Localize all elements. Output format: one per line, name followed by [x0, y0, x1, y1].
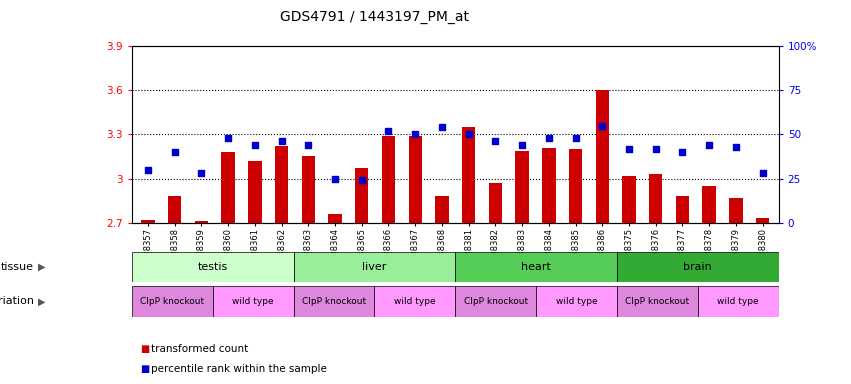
Bar: [213, 286, 294, 317]
Bar: [568, 149, 582, 223]
Text: brain: brain: [683, 262, 712, 272]
Bar: [301, 157, 315, 223]
Text: ClpP knockout: ClpP knockout: [625, 297, 689, 306]
Point: [141, 167, 155, 173]
Point: [435, 124, 448, 131]
Point: [649, 146, 663, 152]
Bar: [622, 175, 636, 223]
Bar: [382, 136, 395, 223]
Point: [408, 131, 422, 137]
Text: tissue: tissue: [1, 262, 34, 272]
Bar: [702, 186, 716, 223]
Point: [568, 135, 582, 141]
Text: wild type: wild type: [556, 297, 597, 306]
Bar: [248, 161, 261, 223]
Text: wild type: wild type: [394, 297, 436, 306]
Bar: [408, 136, 422, 223]
Bar: [617, 252, 779, 282]
Text: ■: ■: [140, 364, 150, 374]
Bar: [275, 146, 288, 223]
Bar: [221, 152, 235, 223]
Point: [381, 128, 395, 134]
Point: [542, 135, 556, 141]
Bar: [649, 174, 662, 223]
Text: genotype/variation: genotype/variation: [0, 296, 34, 306]
Point: [702, 142, 716, 148]
Text: ▶: ▶: [38, 296, 46, 306]
Bar: [435, 196, 448, 223]
Bar: [516, 151, 528, 223]
Bar: [294, 286, 374, 317]
Text: ClpP knockout: ClpP knockout: [302, 297, 366, 306]
Text: testis: testis: [197, 262, 228, 272]
Text: GDS4791 / 1443197_PM_at: GDS4791 / 1443197_PM_at: [280, 10, 469, 23]
Point: [168, 149, 181, 155]
Point: [248, 142, 261, 148]
Bar: [374, 286, 455, 317]
Bar: [455, 252, 617, 282]
Text: wild type: wild type: [717, 297, 759, 306]
Bar: [462, 127, 476, 223]
Point: [729, 144, 743, 150]
Bar: [676, 196, 689, 223]
Text: percentile rank within the sample: percentile rank within the sample: [151, 364, 328, 374]
Bar: [488, 183, 502, 223]
Bar: [328, 214, 342, 223]
Bar: [542, 147, 556, 223]
Point: [221, 135, 235, 141]
Bar: [536, 286, 617, 317]
Text: transformed count: transformed count: [151, 344, 248, 354]
Point: [301, 142, 315, 148]
Bar: [756, 218, 769, 223]
Point: [195, 170, 208, 176]
Point: [516, 142, 529, 148]
Bar: [141, 220, 155, 223]
Point: [328, 175, 342, 182]
Point: [275, 138, 288, 144]
Bar: [455, 286, 536, 317]
Text: ■: ■: [140, 344, 150, 354]
Point: [596, 122, 609, 129]
Point: [676, 149, 689, 155]
Point: [756, 170, 769, 176]
Text: ClpP knockout: ClpP knockout: [464, 297, 528, 306]
Text: ClpP knockout: ClpP knockout: [140, 297, 204, 306]
Text: ▶: ▶: [38, 262, 46, 272]
Text: wild type: wild type: [232, 297, 274, 306]
Bar: [294, 252, 455, 282]
Bar: [168, 196, 181, 223]
Bar: [132, 252, 294, 282]
Bar: [596, 90, 609, 223]
Bar: [355, 168, 368, 223]
Text: heart: heart: [521, 262, 551, 272]
Bar: [698, 286, 779, 317]
Bar: [132, 286, 213, 317]
Point: [462, 131, 476, 137]
Bar: [729, 198, 743, 223]
Point: [622, 146, 636, 152]
Bar: [617, 286, 698, 317]
Point: [355, 177, 368, 184]
Text: liver: liver: [363, 262, 386, 272]
Bar: [195, 221, 208, 223]
Point: [488, 138, 502, 144]
